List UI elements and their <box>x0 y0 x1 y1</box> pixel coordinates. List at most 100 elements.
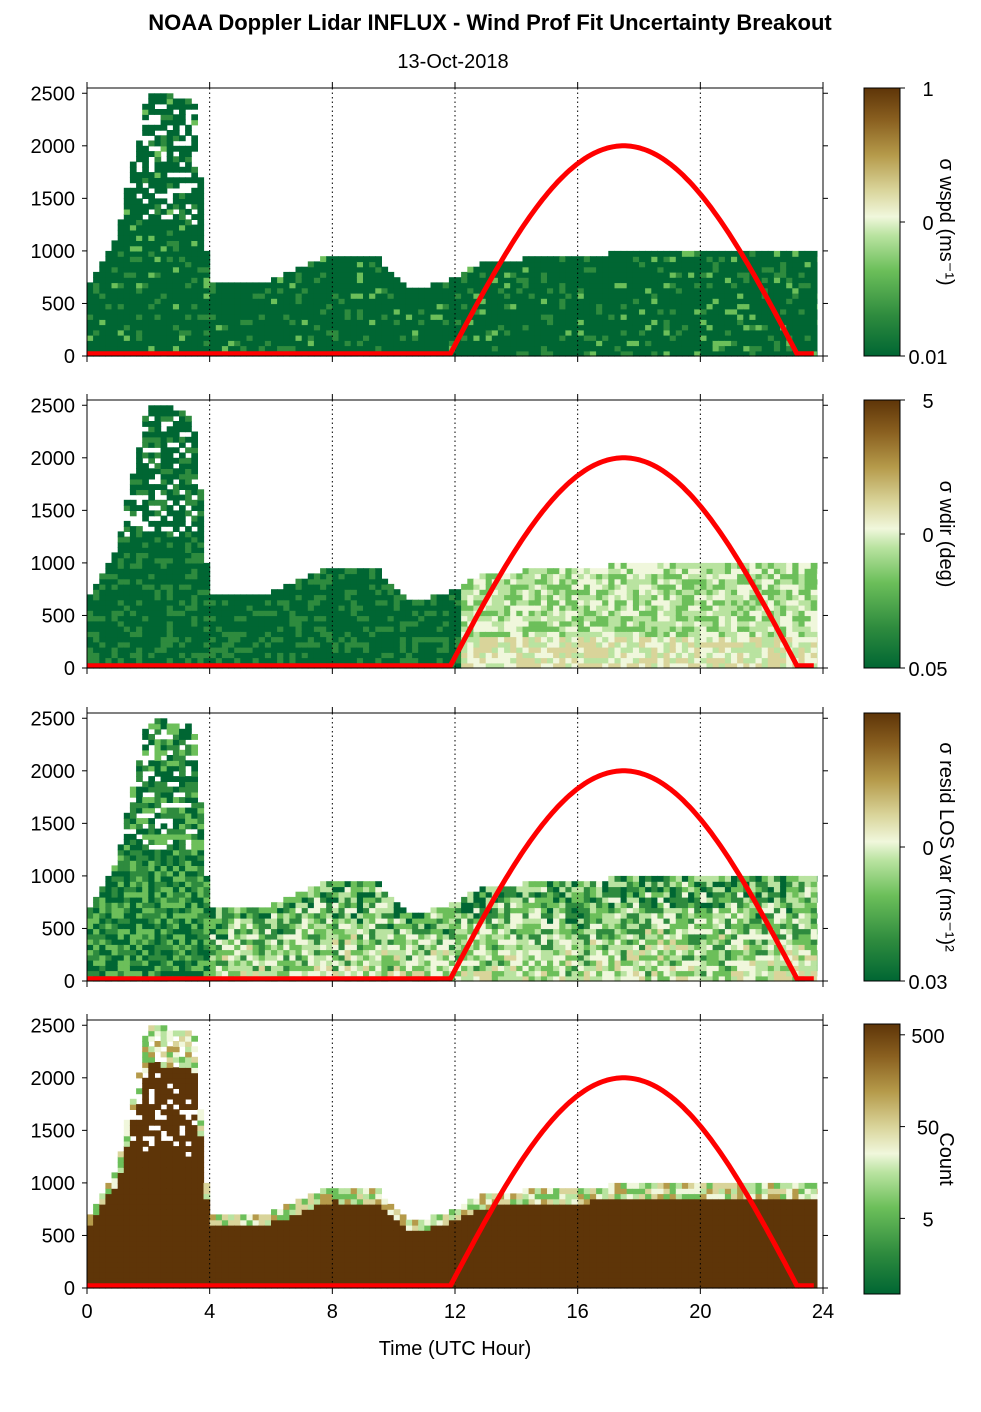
heatmap-cell <box>215 345 223 352</box>
heatmap-cell <box>160 505 168 511</box>
heatmap-cell <box>810 266 818 273</box>
heatmap-cell <box>663 340 671 347</box>
heatmap-cell <box>688 261 695 268</box>
heatmap-cell <box>724 250 732 257</box>
heatmap-cell <box>694 657 701 664</box>
heatmap-cell <box>614 256 622 263</box>
heatmap-cell <box>129 626 137 632</box>
heatmap-cell <box>154 557 162 564</box>
heatmap-cell <box>645 604 652 611</box>
heatmap-cell <box>724 340 732 347</box>
heatmap-cell <box>117 610 125 617</box>
heatmap-cell <box>620 335 628 341</box>
heatmap-cell <box>160 452 168 459</box>
heatmap-cell <box>356 599 364 606</box>
heatmap-cell <box>160 93 168 100</box>
heatmap-cell <box>780 610 787 617</box>
heatmap-cell <box>602 573 609 580</box>
heatmap-cell <box>185 583 192 590</box>
heatmap-cell <box>246 599 254 606</box>
heatmap-cell <box>632 303 640 310</box>
heatmap-cell <box>154 214 162 220</box>
heatmap-cell <box>571 350 579 357</box>
heatmap-cell <box>700 287 707 294</box>
heatmap-cell <box>172 166 180 173</box>
heatmap-cell <box>93 636 100 643</box>
heatmap-cell <box>166 410 174 417</box>
heatmap-cell <box>639 636 646 643</box>
heatmap-cell <box>221 599 229 606</box>
heatmap-cell <box>234 314 241 320</box>
heatmap-cell <box>129 219 137 226</box>
heatmap-cell <box>332 324 339 331</box>
heatmap-cell <box>172 103 180 110</box>
heatmap-cell <box>608 282 615 289</box>
heatmap-cell <box>111 589 119 596</box>
heatmap-cell <box>117 647 125 653</box>
heatmap-cell <box>657 303 665 310</box>
heatmap-cell <box>289 599 297 606</box>
heatmap-cell <box>283 641 290 648</box>
heatmap-cell <box>154 261 162 268</box>
heatmap-cell <box>350 578 358 585</box>
heatmap-cell <box>123 547 131 553</box>
heatmap-cell <box>363 271 370 278</box>
heatmap-cell <box>669 282 677 289</box>
heatmap-cell <box>393 636 401 643</box>
heatmap-cell <box>547 298 554 305</box>
heatmap-cell <box>197 250 205 257</box>
heatmap-cell <box>522 657 530 664</box>
heatmap-cell <box>387 298 395 305</box>
heatmap-cell <box>473 657 481 664</box>
heatmap-cell <box>700 282 707 289</box>
heatmap-cell <box>221 298 229 305</box>
heatmap-cell <box>313 589 321 596</box>
heatmap-cell <box>773 568 781 575</box>
heatmap-cell <box>626 308 634 315</box>
heatmap-cell <box>148 436 155 443</box>
heatmap-cell <box>731 256 738 263</box>
heatmap-cell <box>761 335 769 341</box>
heatmap-cell <box>436 610 444 617</box>
heatmap-cell <box>142 631 149 638</box>
heatmap-cell <box>534 350 542 357</box>
heatmap-cell <box>516 599 523 606</box>
heatmap-cell <box>510 615 517 622</box>
heatmap-cell <box>773 261 781 268</box>
heatmap-cell <box>479 657 487 664</box>
heatmap-cell <box>565 568 573 575</box>
heatmap-cell <box>596 647 603 653</box>
heatmap-cell <box>571 594 579 601</box>
heatmap-cell <box>111 583 119 590</box>
heatmap-cell <box>571 615 579 622</box>
heatmap-cell <box>160 145 168 152</box>
heatmap-cell <box>651 277 658 284</box>
heatmap-cell <box>522 620 530 627</box>
heatmap-cell <box>105 324 113 331</box>
heatmap-cell <box>571 573 579 580</box>
heatmap-cell <box>608 256 615 263</box>
heatmap-cell <box>547 277 554 284</box>
heatmap-cell <box>93 282 100 289</box>
heatmap-cell <box>191 468 198 475</box>
heatmap-cell <box>602 589 609 596</box>
heatmap-cell <box>215 610 223 617</box>
heatmap-cell <box>179 314 186 320</box>
heatmap-cell <box>209 631 217 638</box>
heatmap-cell <box>798 562 806 569</box>
heatmap-cell <box>681 657 689 664</box>
heatmap-cell <box>651 578 658 585</box>
heatmap-cell <box>105 610 113 617</box>
heatmap-cell <box>516 620 523 627</box>
heatmap-cell <box>191 457 198 464</box>
heatmap-cell <box>424 340 431 347</box>
heatmap-cell <box>589 604 597 611</box>
heatmap-cell <box>810 256 818 263</box>
heatmap-cell <box>804 298 812 305</box>
heatmap-cell <box>804 345 812 352</box>
heatmap-cell <box>724 319 732 326</box>
heatmap-cell <box>179 442 186 448</box>
heatmap-cell <box>497 610 505 617</box>
heatmap-cell <box>105 652 113 659</box>
heatmap-cell <box>166 109 174 115</box>
